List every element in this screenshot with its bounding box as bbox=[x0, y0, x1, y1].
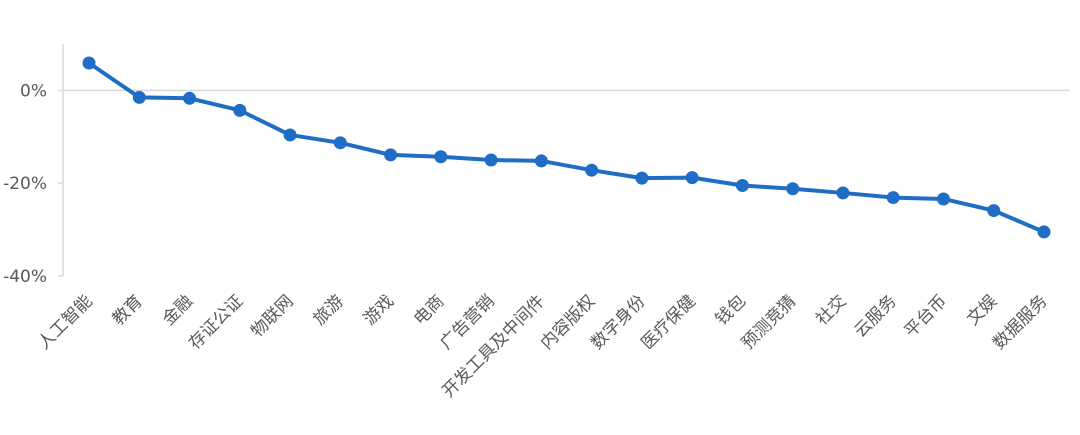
data-point bbox=[534, 154, 548, 168]
x-tick-label: 游戏 bbox=[360, 291, 398, 329]
data-point bbox=[936, 192, 950, 206]
data-point bbox=[132, 90, 146, 104]
x-tick-label: 电商 bbox=[410, 291, 448, 329]
x-tick-label: 存证公证 bbox=[185, 291, 247, 353]
x-tick-label: 内容版权 bbox=[537, 291, 599, 353]
data-point bbox=[183, 91, 197, 105]
data-point bbox=[585, 163, 599, 177]
data-point bbox=[685, 171, 699, 185]
x-tick-label: 云服务 bbox=[851, 291, 901, 341]
data-point bbox=[82, 56, 96, 70]
y-tick-label: 0% bbox=[20, 81, 47, 101]
data-point bbox=[434, 150, 448, 164]
x-tick-label: 钱包 bbox=[712, 291, 750, 329]
data-point bbox=[1037, 225, 1051, 239]
data-point bbox=[987, 204, 1001, 218]
x-tick-label: 平台币 bbox=[901, 291, 951, 341]
x-tick-label: 文娱 bbox=[963, 291, 1001, 329]
data-point bbox=[886, 191, 900, 205]
x-tick-label: 教育 bbox=[109, 291, 147, 329]
x-tick-label: 预测竞猜 bbox=[738, 291, 800, 353]
data-point bbox=[384, 148, 398, 162]
x-tick-label: 数据服务 bbox=[989, 291, 1051, 353]
series bbox=[82, 56, 1051, 239]
y-tick-label: -20% bbox=[3, 174, 47, 194]
data-point bbox=[333, 136, 347, 150]
x-tick-label: 数字身份 bbox=[587, 291, 649, 353]
data-point bbox=[735, 179, 749, 193]
x-tick-label: 社交 bbox=[812, 291, 850, 329]
data-point bbox=[635, 171, 649, 185]
y-axis: 0% -20% -40% bbox=[3, 44, 64, 287]
x-tick-label: 医疗保健 bbox=[637, 291, 699, 353]
data-point bbox=[836, 186, 850, 200]
data-point bbox=[233, 103, 247, 117]
x-tick-label: 人工智能 bbox=[34, 291, 96, 353]
x-tick-label: 物联网 bbox=[247, 291, 297, 341]
x-tick-label: 旅游 bbox=[310, 291, 348, 329]
x-tick-label: 金融 bbox=[159, 291, 197, 329]
series-line bbox=[87, 61, 1046, 234]
y-tick-label: -40% bbox=[3, 267, 47, 287]
data-point bbox=[283, 128, 297, 142]
data-point bbox=[786, 182, 800, 196]
data-point bbox=[484, 153, 498, 167]
